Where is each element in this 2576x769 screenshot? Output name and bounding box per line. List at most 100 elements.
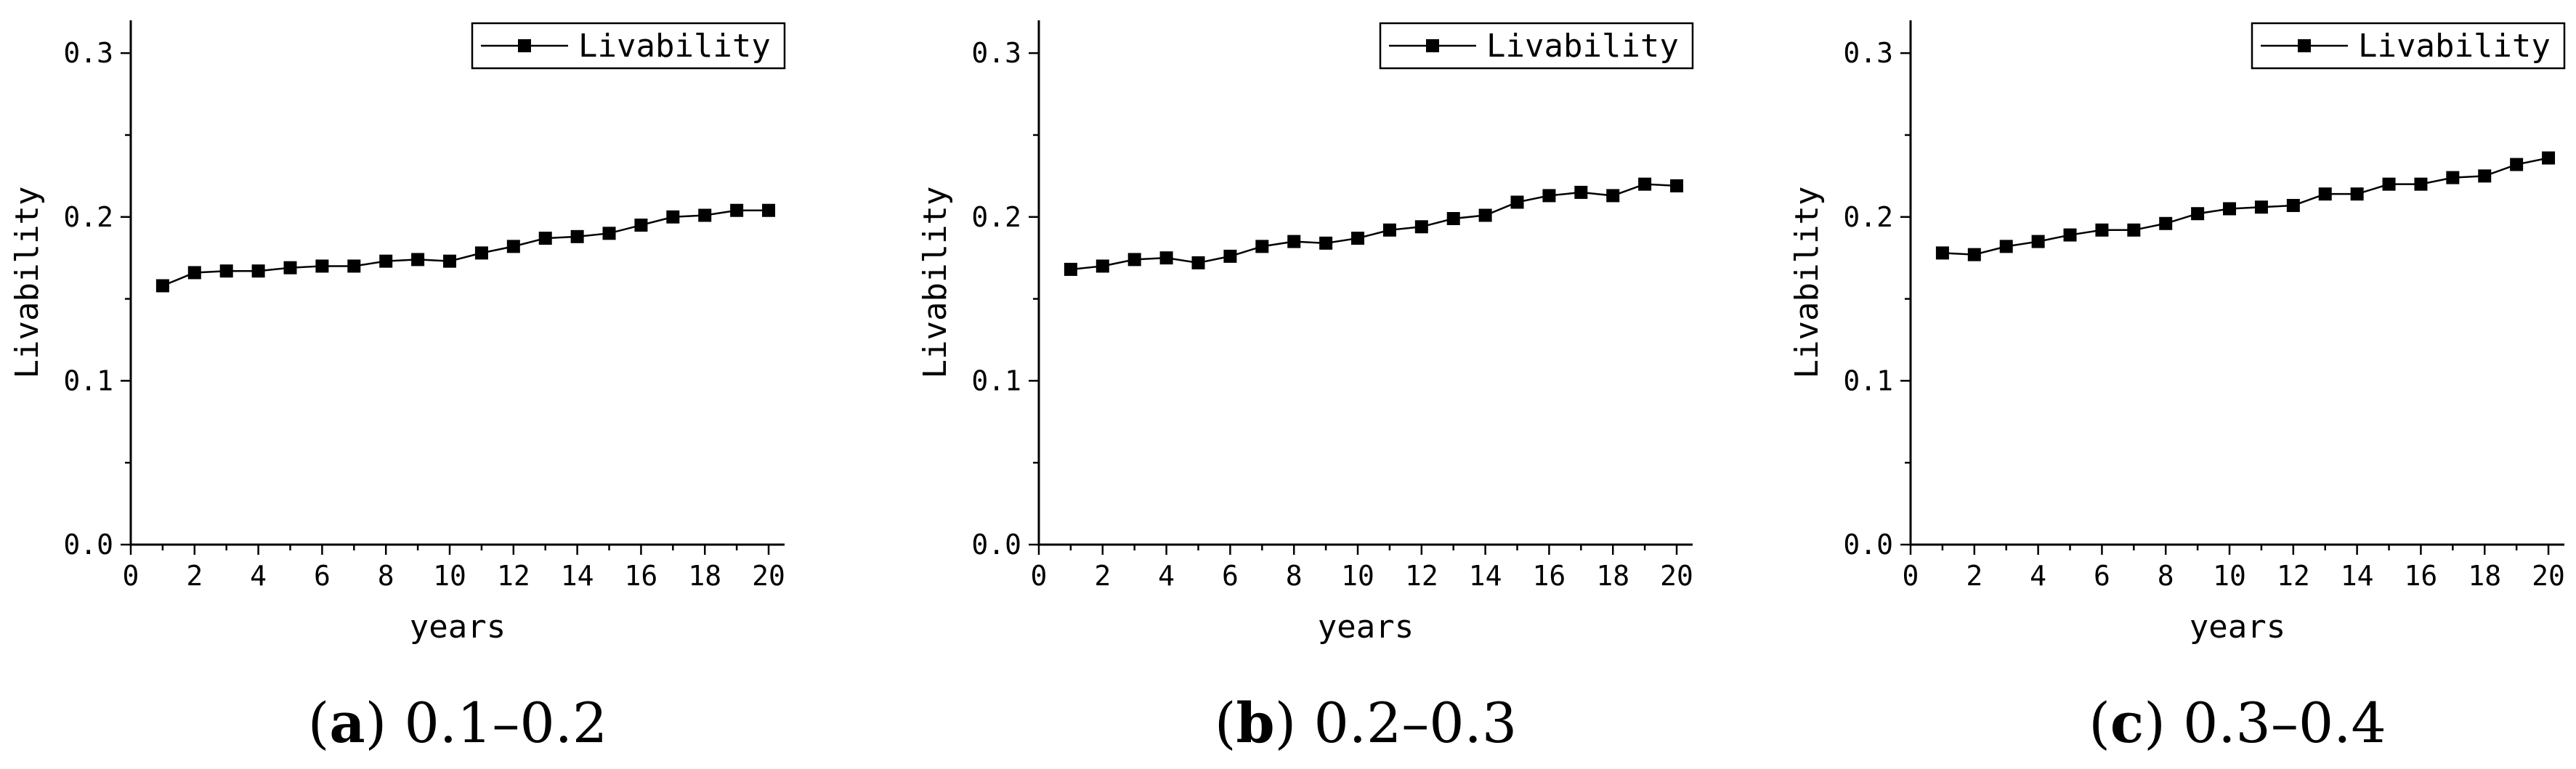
data-point xyxy=(347,259,361,273)
data-point xyxy=(1191,256,1205,269)
x-tick-label: 4 xyxy=(2030,560,2046,592)
y-axis-title: Livability xyxy=(1789,187,1826,379)
caption-paren: ) xyxy=(365,691,405,755)
legend-label: Livability xyxy=(2358,28,2551,65)
data-point xyxy=(602,227,616,240)
data-point xyxy=(1095,259,1109,273)
caption-range: 0.2–0.3 xyxy=(1313,691,1517,755)
data-point xyxy=(2510,158,2524,171)
x-tick-label: 2 xyxy=(1966,560,1982,592)
data-point xyxy=(187,266,201,280)
x-tick-label: 8 xyxy=(378,560,394,592)
x-tick-label: 8 xyxy=(1286,560,1303,592)
panel-caption: (c) 0.3–0.4 xyxy=(2089,691,2386,755)
data-point xyxy=(698,208,712,222)
data-point xyxy=(2414,177,2428,191)
data-point xyxy=(1574,185,1588,199)
data-point xyxy=(1319,236,1333,250)
x-tick-label: 18 xyxy=(688,560,721,592)
data-point xyxy=(570,229,584,243)
data-point xyxy=(219,264,233,278)
data-point xyxy=(1542,189,1556,203)
data-point xyxy=(1670,179,1684,192)
x-tick-label: 0 xyxy=(1031,560,1048,592)
data-point xyxy=(411,253,425,266)
data-point xyxy=(1159,251,1173,265)
x-tick-label: 16 xyxy=(1533,560,1566,592)
data-point xyxy=(1255,240,1269,253)
data-point xyxy=(538,232,552,245)
data-point xyxy=(2095,223,2109,237)
x-tick-label: 12 xyxy=(2277,560,2310,592)
data-point xyxy=(2254,200,2268,214)
data-point xyxy=(2223,202,2237,216)
data-point xyxy=(1510,195,1524,209)
y-tick-label: 0.2 xyxy=(971,201,1021,233)
y-tick-label: 0.1 xyxy=(1843,365,1893,396)
panel-caption: (a) 0.1–0.2 xyxy=(308,691,607,755)
x-tick-label: 20 xyxy=(752,560,785,592)
x-tick-label: 6 xyxy=(1222,560,1239,592)
data-point xyxy=(2478,169,2492,183)
data-point xyxy=(1382,223,1396,237)
data-point xyxy=(2031,235,2045,248)
data-point xyxy=(634,219,648,232)
caption-letter: a xyxy=(329,691,365,755)
data-point xyxy=(1223,249,1237,263)
data-point xyxy=(1064,262,1077,276)
data-point xyxy=(2127,223,2141,237)
x-tick-label: 2 xyxy=(1094,560,1111,592)
data-point xyxy=(666,210,680,224)
data-point xyxy=(1127,253,1141,266)
x-tick-label: 10 xyxy=(1341,560,1374,592)
legend-marker xyxy=(1426,39,1439,52)
data-point xyxy=(2350,187,2364,201)
x-tick-label: 14 xyxy=(2341,560,2374,592)
data-point xyxy=(1638,177,1652,191)
caption-letter: b xyxy=(1236,691,1274,755)
data-point xyxy=(1414,220,1428,234)
caption-paren: ( xyxy=(1215,691,1236,755)
data-point xyxy=(251,264,265,278)
data-point xyxy=(1287,235,1301,248)
x-tick-label: 12 xyxy=(1405,560,1438,592)
data-point xyxy=(474,246,488,260)
data-point xyxy=(155,279,169,293)
x-tick-label: 4 xyxy=(250,560,267,592)
y-tick-label: 0.3 xyxy=(63,37,113,69)
y-tick-label: 0.0 xyxy=(971,529,1021,561)
x-tick-label: 6 xyxy=(314,560,331,592)
data-point xyxy=(283,261,297,274)
y-tick-label: 0.0 xyxy=(1843,529,1893,561)
y-tick-label: 0.3 xyxy=(1843,37,1893,69)
x-tick-label: 14 xyxy=(561,560,594,592)
y-tick-label: 0.0 xyxy=(63,529,113,561)
chart-panel-c: 0 2 4 6 8 10 12 14 16 18 20 0.0 0.1 0.2 0.3 years Livabi… xyxy=(1789,20,2566,755)
x-axis-title: years xyxy=(410,609,506,646)
data-point xyxy=(2446,171,2460,184)
legend-label: Livability xyxy=(1486,28,1679,65)
x-axis-title: years xyxy=(1318,609,1414,646)
data-point xyxy=(2159,216,2173,230)
data-point xyxy=(1446,212,1460,226)
y-tick-label: 0.1 xyxy=(971,365,1021,396)
data-point xyxy=(1999,240,2013,253)
data-point xyxy=(315,259,329,273)
x-tick-label: 16 xyxy=(625,560,658,592)
chart-panel-a: 0 2 4 6 8 10 12 14 16 18 20 0.0 0.1 0.2 0.3 years Livabi… xyxy=(9,20,786,755)
x-tick-label: 10 xyxy=(2213,560,2246,592)
x-tick-label: 6 xyxy=(2094,560,2110,592)
data-point xyxy=(2542,151,2556,165)
x-tick-label: 2 xyxy=(186,560,203,592)
chart-panel-b: 0 2 4 6 8 10 12 14 16 18 20 0.0 0.1 0.2 0.3 years Livabi… xyxy=(917,20,1694,755)
panel-caption: (b) 0.2–0.3 xyxy=(1215,691,1517,755)
data-point xyxy=(1935,246,1949,260)
y-axis-title: Livability xyxy=(917,187,954,379)
legend-marker xyxy=(2298,39,2311,52)
x-tick-label: 4 xyxy=(1158,560,1175,592)
caption-range: 0.3–0.4 xyxy=(2183,691,2386,755)
caption-letter: c xyxy=(2110,691,2144,755)
x-tick-label: 20 xyxy=(2532,560,2565,592)
data-point xyxy=(443,254,457,268)
